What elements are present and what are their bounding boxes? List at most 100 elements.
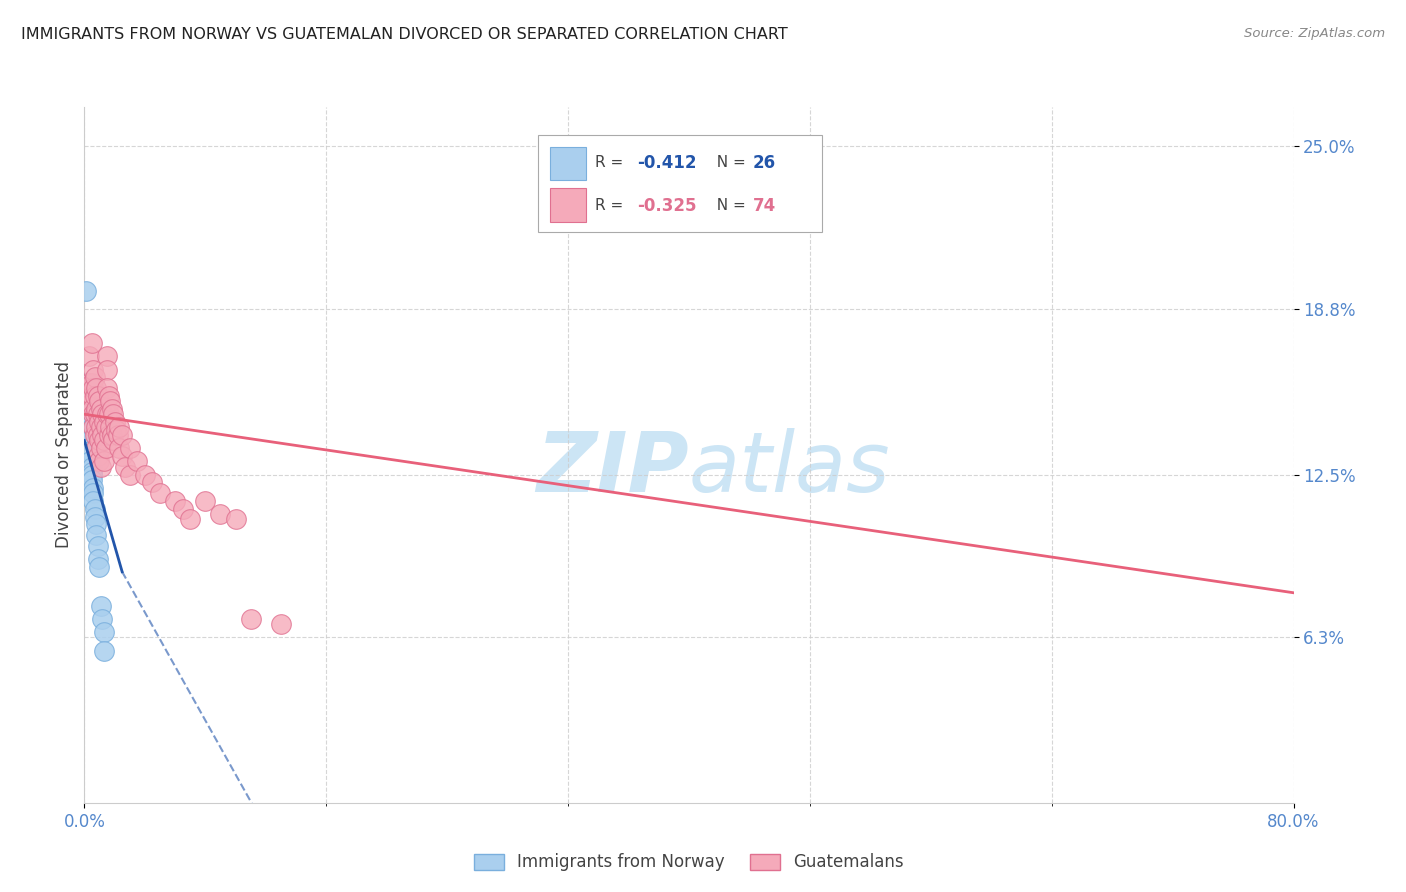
Point (80, 473, 103, 487)
Point (179, 512, 201, 526)
Point (87, 449, 110, 463)
Text: N =: N = (707, 198, 751, 213)
Text: Source: ZipAtlas.com: Source: ZipAtlas.com (1244, 27, 1385, 40)
Point (96, 407, 118, 421)
Point (79, 454, 101, 468)
Point (239, 612, 262, 626)
Point (80, 376, 103, 390)
Point (82, 481, 104, 495)
Point (134, 467, 156, 482)
Point (79, 434, 101, 448)
Point (80, 465, 103, 479)
Text: -0.412: -0.412 (637, 153, 696, 171)
Point (76, 397, 98, 411)
Text: 26: 26 (754, 153, 776, 171)
Text: R =: R = (595, 155, 627, 170)
Y-axis label: Divorced or Separated: Divorced or Separated (55, 361, 73, 549)
Point (89, 434, 111, 448)
Point (90, 420, 112, 434)
Point (86, 420, 108, 434)
Point (93, 415, 115, 429)
Point (108, 442, 131, 456)
Point (87, 389, 110, 403)
Point (107, 428, 129, 442)
Point (82, 420, 104, 434)
Point (90, 442, 112, 456)
Text: R =: R = (595, 198, 627, 213)
Text: N =: N = (707, 155, 751, 170)
Point (84, 370, 107, 384)
Point (101, 434, 124, 448)
Point (89, 394, 111, 409)
Point (87, 539, 110, 553)
Point (79, 397, 101, 411)
Point (79, 389, 101, 403)
Point (80, 336, 103, 351)
Point (96, 381, 118, 395)
Text: IMMIGRANTS FROM NORWAY VS GUATEMALAN DIVORCED OR SEPARATED CORRELATION CHART: IMMIGRANTS FROM NORWAY VS GUATEMALAN DIV… (21, 27, 787, 42)
Point (114, 459, 136, 474)
Point (93, 625, 115, 640)
Point (80, 459, 103, 474)
Point (91, 428, 114, 442)
Point (77, 376, 100, 390)
Point (118, 467, 141, 482)
Point (108, 420, 131, 434)
Point (80, 389, 103, 403)
Point (77, 407, 100, 421)
Point (172, 501, 194, 516)
Point (209, 507, 232, 521)
Point (141, 475, 163, 490)
Point (97, 428, 120, 442)
Point (96, 362, 118, 376)
Point (97, 389, 120, 403)
Point (86, 517, 108, 532)
Point (77, 423, 100, 437)
Point (86, 381, 108, 395)
Point (87, 428, 110, 442)
Point (96, 350, 118, 364)
Point (89, 559, 111, 574)
Point (101, 407, 124, 421)
Point (111, 428, 134, 442)
Point (91, 612, 114, 626)
Point (89, 454, 111, 468)
Text: atlas: atlas (689, 428, 890, 509)
Point (90, 599, 112, 613)
Point (98, 420, 121, 434)
Text: ZIP: ZIP (536, 428, 689, 509)
Point (80, 401, 103, 416)
Text: -0.325: -0.325 (637, 197, 696, 215)
Point (87, 407, 110, 421)
Point (93, 643, 115, 657)
Text: 74: 74 (754, 197, 776, 215)
Point (86, 528, 108, 542)
Point (84, 501, 107, 516)
Point (93, 454, 115, 468)
Point (118, 442, 141, 456)
Point (76, 376, 98, 390)
Point (94, 420, 117, 434)
Point (84, 389, 107, 403)
Point (86, 442, 108, 456)
Point (82, 381, 104, 395)
FancyBboxPatch shape (538, 135, 823, 232)
Point (84, 407, 107, 421)
Point (111, 449, 134, 463)
Point (89, 415, 111, 429)
Point (104, 415, 127, 429)
Point (100, 401, 122, 416)
Point (194, 494, 217, 508)
Point (93, 434, 115, 448)
Point (82, 486, 104, 500)
Point (82, 362, 104, 376)
Point (94, 442, 117, 456)
FancyBboxPatch shape (550, 146, 586, 180)
Point (86, 401, 108, 416)
Point (87, 551, 110, 566)
Point (127, 454, 149, 468)
Point (100, 428, 122, 442)
Point (80, 467, 103, 482)
Point (84, 509, 107, 524)
Point (98, 394, 121, 409)
